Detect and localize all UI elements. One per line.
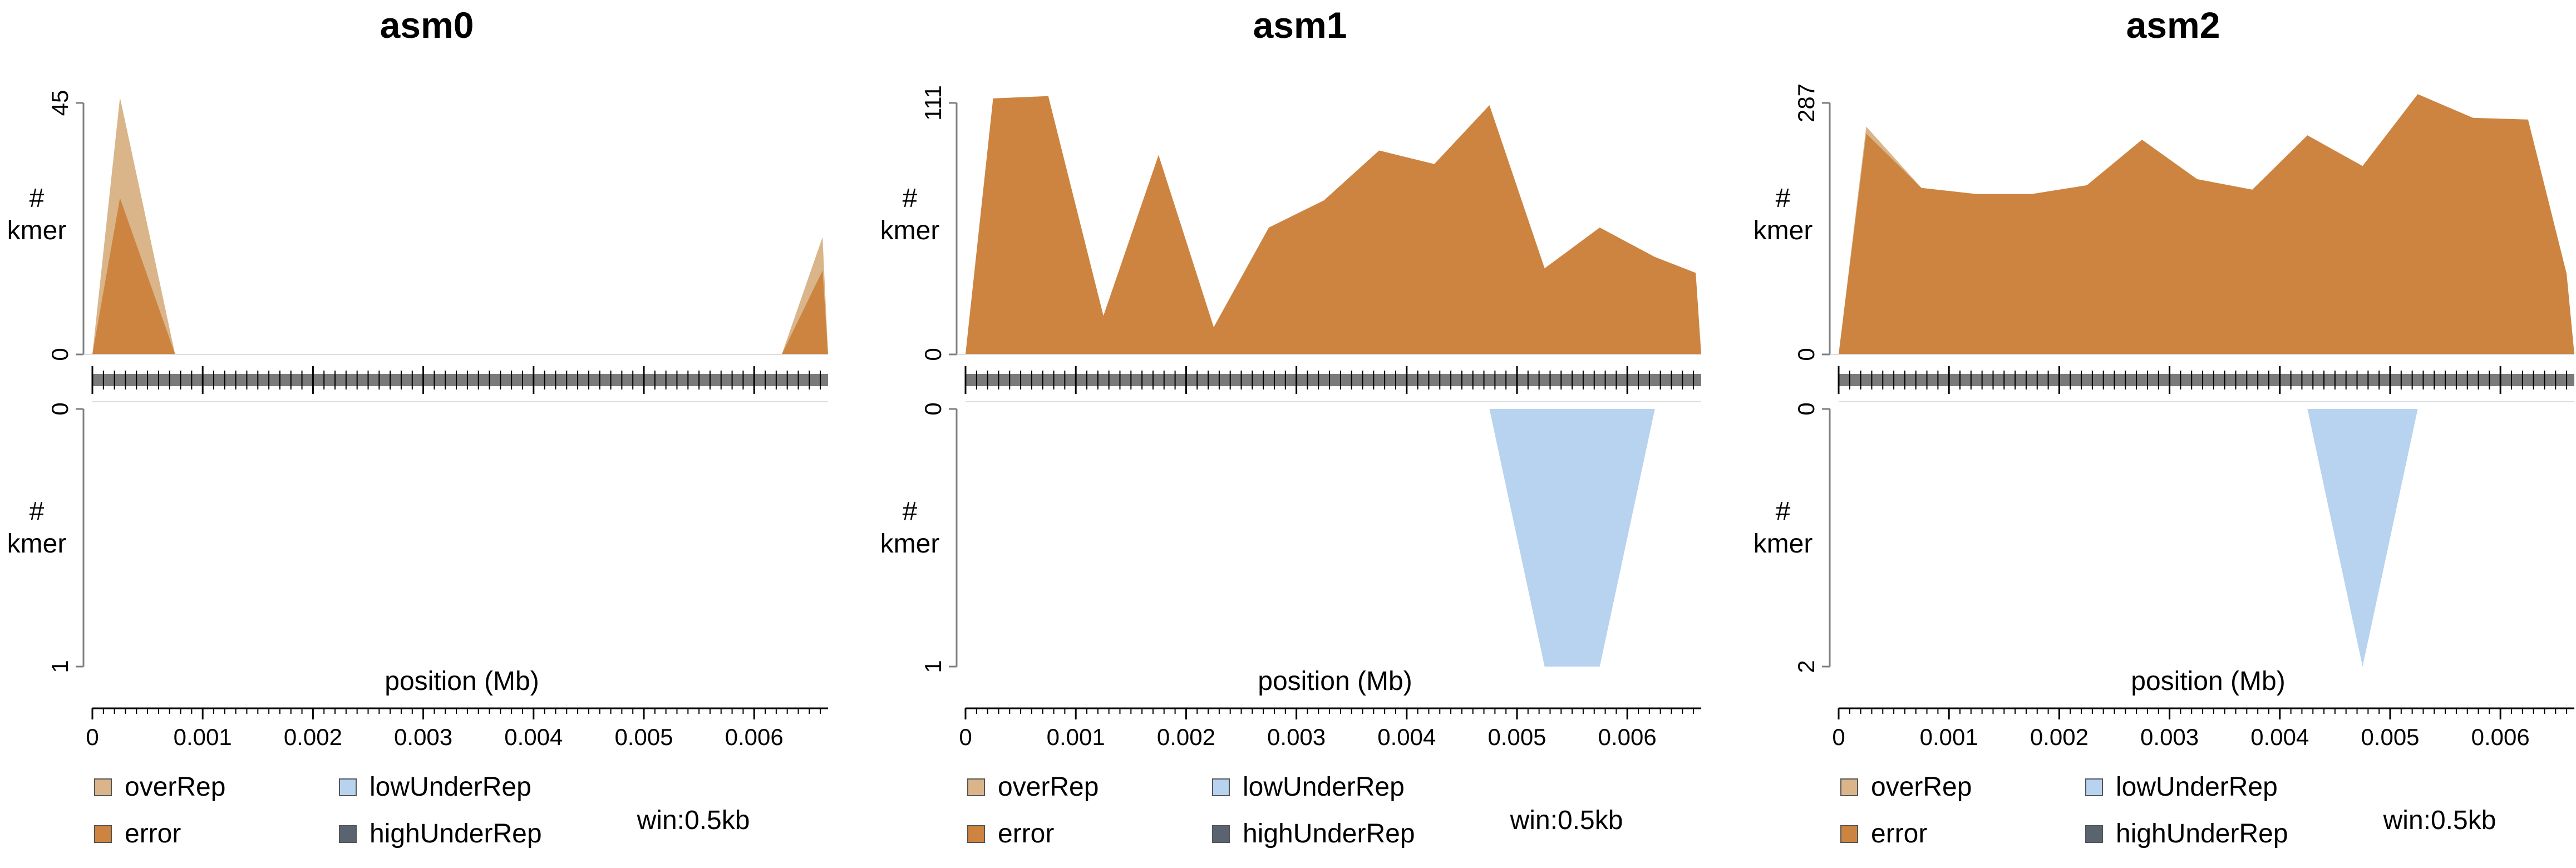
upper-y-tick-label: 287 bbox=[1793, 83, 1819, 122]
panel-asm1: asm1 111 0 # kmer 0 1 # kmer position (Mb) 0 0.001 0… bbox=[880, 4, 1701, 849]
legend-swatch-overRep bbox=[1840, 778, 1858, 796]
series-area-overRep bbox=[92, 97, 828, 354]
x-tick-label: 0.005 bbox=[1488, 724, 1546, 750]
lower-y-label-line: kmer bbox=[880, 529, 940, 559]
x-tick-label: 0.001 bbox=[1047, 724, 1105, 750]
lower-y-tick-label: 0 bbox=[1793, 402, 1819, 415]
legend-label: highUnderRep bbox=[2116, 819, 2288, 849]
upper-y-label-line: # bbox=[903, 184, 918, 213]
x-tick-label: 0.004 bbox=[2250, 724, 2309, 750]
panel-title: asm2 bbox=[2126, 4, 2220, 46]
lower-y-tick-label: 1 bbox=[47, 660, 73, 673]
series-area-lowUnderRep bbox=[2307, 409, 2418, 667]
legend-label: error bbox=[998, 819, 1054, 849]
legend-label: highUnderRep bbox=[1243, 819, 1415, 849]
upper-y-tick-label: 0 bbox=[1793, 348, 1819, 361]
lower-y-label-line: # bbox=[903, 497, 918, 526]
lower-y-label-line: # bbox=[1776, 497, 1791, 526]
legend-swatch-error bbox=[94, 825, 112, 843]
lower-y-tick-label: 0 bbox=[47, 402, 73, 415]
series-area-error bbox=[1839, 94, 2574, 355]
lower-y-tick-label: 1 bbox=[920, 660, 946, 673]
panel-title: asm1 bbox=[1253, 4, 1347, 46]
panel-title: asm0 bbox=[380, 4, 474, 46]
x-tick-label: 0.006 bbox=[725, 724, 784, 750]
upper-y-tick-label: 0 bbox=[47, 348, 73, 361]
x-tick-label: 0.005 bbox=[2361, 724, 2419, 750]
legend-label: overRep bbox=[998, 772, 1099, 802]
legend-label: overRep bbox=[125, 772, 225, 802]
x-axis-label: position (Mb) bbox=[1258, 667, 1412, 696]
legend-swatch-highUnderRep bbox=[339, 825, 357, 843]
upper-y-tick-label: 111 bbox=[920, 85, 946, 121]
legend-swatch-lowUnderRep bbox=[2085, 778, 2103, 796]
legend: overRep lowUnderRep error highUnderRep win:0… bbox=[94, 772, 750, 849]
upper-y-label-line: kmer bbox=[1754, 216, 1813, 245]
x-tick-label: 0.006 bbox=[2471, 724, 2530, 750]
legend-swatch-highUnderRep bbox=[2085, 825, 2103, 843]
legend: overRep lowUnderRep error highUnderRep win:0… bbox=[967, 772, 1623, 849]
legend-label: overRep bbox=[1871, 772, 1972, 802]
x-tick-label: 0.004 bbox=[1377, 724, 1436, 750]
lower-y-tick-label: 0 bbox=[920, 402, 946, 415]
upper-y-label-line: kmer bbox=[880, 216, 940, 245]
upper-y-label-line: kmer bbox=[7, 216, 67, 245]
legend-label: lowUnderRep bbox=[370, 772, 531, 802]
upper-y-label-line: # bbox=[29, 184, 45, 213]
series-area-error bbox=[966, 96, 1701, 355]
window-size-label: win:0.5kb bbox=[1510, 806, 1623, 835]
lower-y-tick-label: 2 bbox=[1793, 660, 1819, 673]
lower-y-label-line: kmer bbox=[1754, 529, 1813, 559]
legend-swatch-overRep bbox=[94, 778, 112, 796]
lower-y-label-line: kmer bbox=[7, 529, 67, 559]
legend-label: lowUnderRep bbox=[1243, 772, 1405, 802]
legend-label: highUnderRep bbox=[370, 819, 542, 849]
legend: overRep lowUnderRep error highUnderRep win:0… bbox=[1840, 772, 2496, 849]
x-tick-label: 0.001 bbox=[174, 724, 232, 750]
legend-swatch-highUnderRep bbox=[1212, 825, 1230, 843]
series-area-lowUnderRep bbox=[1489, 409, 1655, 667]
x-tick-label: 0.004 bbox=[504, 724, 563, 750]
panel-asm2: asm2 287 0 # kmer 0 2 # kmer position (Mb) 0 0.001 0… bbox=[1754, 4, 2574, 849]
x-tick-label: 0.002 bbox=[1157, 724, 1215, 750]
panel-asm0: asm0 45 0 # kmer 0 1 # kmer position (Mb) 0 0.001 0.… bbox=[7, 4, 828, 849]
x-tick-label: 0 bbox=[1832, 724, 1845, 750]
legend-swatch-lowUnderRep bbox=[339, 778, 357, 796]
legend-swatch-error bbox=[1840, 825, 1858, 843]
upper-y-tick-label: 45 bbox=[47, 90, 73, 116]
series-area-error bbox=[92, 198, 828, 354]
lower-y-label-line: # bbox=[29, 497, 45, 526]
x-tick-label: 0 bbox=[959, 724, 972, 750]
legend-swatch-lowUnderRep bbox=[1212, 778, 1230, 796]
legend-label: lowUnderRep bbox=[2116, 772, 2278, 802]
x-tick-label: 0 bbox=[86, 724, 98, 750]
x-tick-label: 0.002 bbox=[284, 724, 342, 750]
x-tick-label: 0.002 bbox=[2030, 724, 2089, 750]
legend-swatch-overRep bbox=[967, 778, 985, 796]
window-size-label: win:0.5kb bbox=[637, 806, 750, 835]
x-tick-label: 0.003 bbox=[1267, 724, 1326, 750]
x-tick-label: 0.006 bbox=[1598, 724, 1657, 750]
x-tick-label: 0.003 bbox=[394, 724, 452, 750]
x-axis-label: position (Mb) bbox=[385, 667, 539, 696]
legend-label: error bbox=[125, 819, 181, 849]
upper-y-tick-label: 0 bbox=[920, 348, 946, 361]
window-size-label: win:0.5kb bbox=[2383, 806, 2496, 835]
legend-swatch-error bbox=[967, 825, 985, 843]
upper-y-label-line: # bbox=[1776, 184, 1791, 213]
x-tick-label: 0.001 bbox=[1920, 724, 1978, 750]
x-axis-label: position (Mb) bbox=[2131, 667, 2285, 696]
x-tick-label: 0.005 bbox=[614, 724, 673, 750]
x-tick-label: 0.003 bbox=[2140, 724, 2199, 750]
legend-label: error bbox=[1871, 819, 1927, 849]
